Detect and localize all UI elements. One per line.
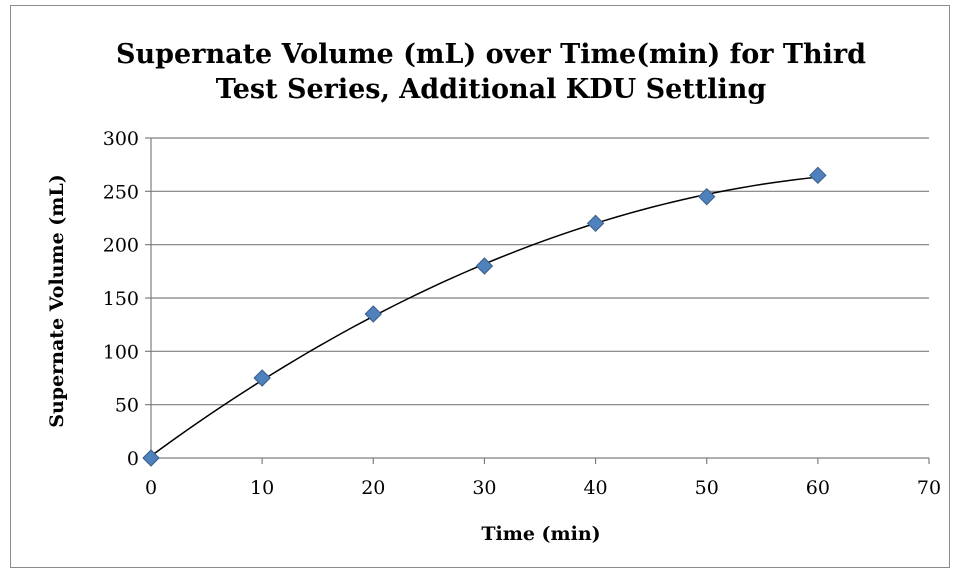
data-point-diamond: [142, 449, 160, 467]
y-tick-label: 150: [103, 288, 139, 310]
y-tick-label: 250: [103, 181, 139, 203]
y-tick-label: 100: [103, 341, 139, 363]
y-tick-label: 300: [103, 128, 139, 150]
data-point-diamond: [586, 214, 605, 233]
y-tick-label: 200: [103, 235, 139, 257]
data-point-diamond: [253, 369, 271, 387]
x-tick-label: 10: [250, 477, 274, 499]
x-tick-label: 50: [695, 477, 719, 499]
x-tick-label: 60: [806, 477, 830, 499]
data-point-diamond: [809, 166, 827, 185]
axis-layer: [145, 137, 930, 464]
grid-layer: [151, 137, 929, 406]
y-axis-title: Supernate Volume (mL): [46, 174, 68, 427]
y-tick-label: 50: [115, 395, 139, 417]
trend-layer: [150, 176, 818, 457]
chart-frame: Supernate Volume (mL) over Time(min) for…: [10, 5, 950, 568]
data-point-diamond: [364, 305, 382, 323]
x-tick-label: 20: [361, 477, 385, 499]
chart-title-line-1: Supernate Volume (mL) over Time(min) for…: [116, 39, 866, 70]
x-tick-label: 30: [472, 477, 496, 499]
x-tick-label: 70: [917, 477, 941, 499]
tick-layer: 0 50 100 150 200 250 300 0 10 20 30 40 50 60 70: [103, 128, 941, 499]
x-tick-label: 0: [145, 477, 157, 499]
y-tick-label: 0: [127, 448, 139, 470]
data-point-diamond: [698, 187, 716, 206]
chart-title-line-2: Test Series, Additional KDU Settling: [216, 74, 767, 105]
x-tick-label: 40: [583, 477, 607, 499]
chart-svg: Supernate Volume (mL) over Time(min) for…: [46, 39, 941, 545]
data-point-diamond: [475, 257, 494, 275]
x-axis-title: Time (min): [481, 523, 600, 545]
trendline: [150, 176, 818, 457]
point-layer: [142, 166, 827, 467]
